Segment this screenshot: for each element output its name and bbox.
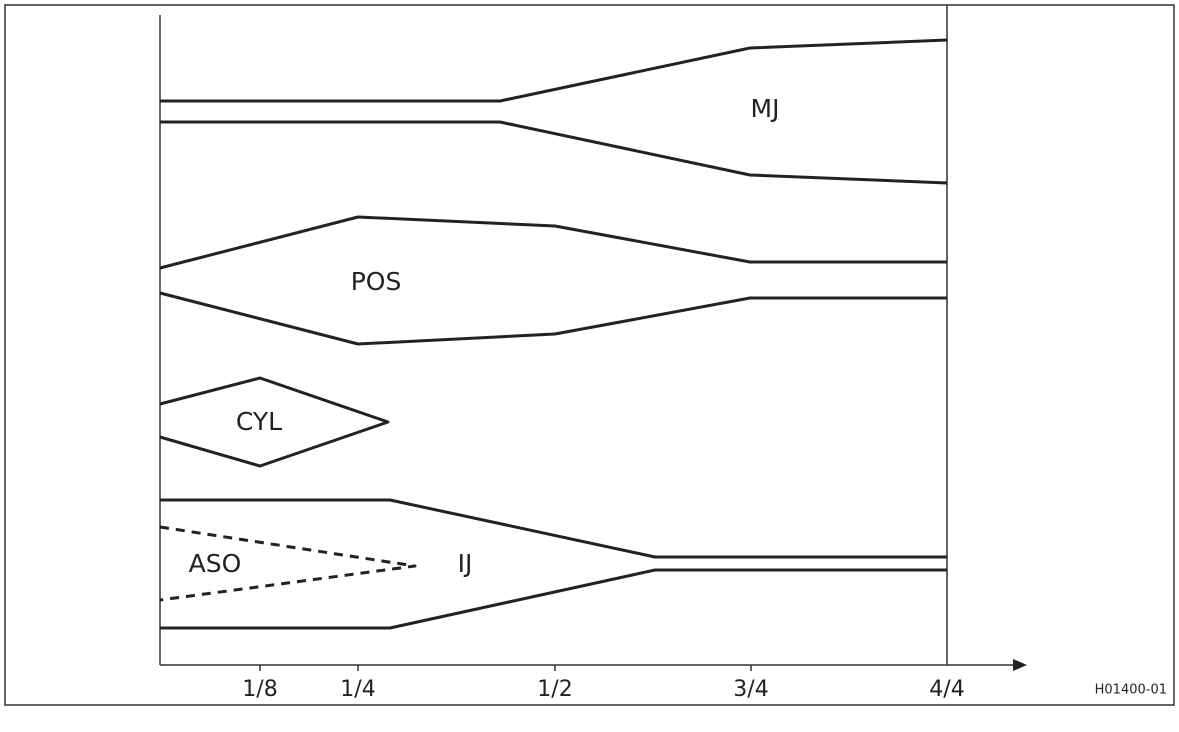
tick-marks: [259, 665, 752, 671]
label-pos: POS: [351, 267, 402, 296]
pos-upper: [159, 215, 947, 270]
mj-upper: [160, 38, 948, 103]
x-tick-label: 4/4: [929, 677, 964, 702]
figure-id: H01400-01: [1095, 683, 1167, 698]
x-tick-label: 3/4: [733, 677, 768, 702]
frame: [4, 4, 1175, 706]
pos-lower: [159, 291, 947, 346]
x-tick-label: 1/2: [537, 677, 572, 702]
ij-lower: [160, 568, 947, 630]
x-axis-arrow: [1013, 659, 1027, 671]
ij-upper: [160, 498, 947, 559]
label-cyl: CYL: [236, 407, 282, 436]
mj-lower: [160, 120, 948, 185]
aso-shape: [159, 525, 417, 602]
label-aso: ASO: [189, 549, 242, 578]
x-tick-label: 1/8: [242, 677, 277, 702]
cyl-shape: [159, 376, 390, 468]
label-mj: MJ: [751, 94, 780, 123]
label-ij: IJ: [458, 549, 473, 578]
x-tick-label: 1/4: [340, 677, 375, 702]
